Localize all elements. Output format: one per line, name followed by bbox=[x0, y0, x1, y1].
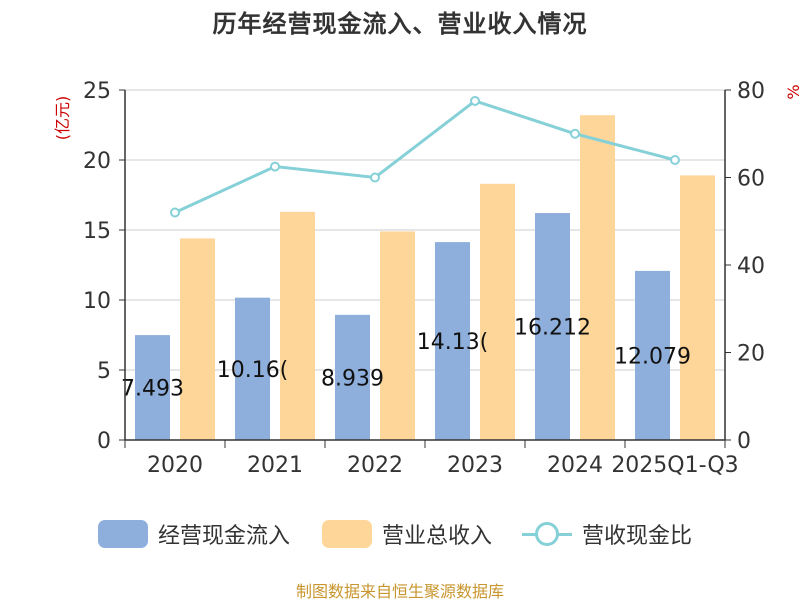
y-left-tick-label: 25 bbox=[83, 79, 111, 104]
x-tick-label: 2021 bbox=[247, 453, 303, 478]
y-right-tick-label: 20 bbox=[737, 342, 765, 367]
bar-revenue bbox=[580, 115, 615, 440]
bar-revenue bbox=[480, 183, 515, 441]
axis-layer: 0 5 10 15 20 25 0 20 40 60 80 (亿元)% 2020 2021 2022 2023… bbox=[53, 79, 800, 478]
y-right-tick-label: 40 bbox=[737, 254, 765, 279]
x-tick-label: 2024 bbox=[547, 453, 603, 478]
x-tick-label: 2023 bbox=[447, 453, 503, 478]
data-label-cash-inflow: 10.16( bbox=[217, 358, 289, 383]
legend-label-ratio: 营收现金比 bbox=[582, 524, 693, 549]
bar-cash-inflow bbox=[235, 297, 270, 440]
legend-label-cash-inflow: 经营现金流入 bbox=[158, 524, 291, 549]
point-ratio bbox=[670, 155, 680, 165]
y-right-tick-label: 0 bbox=[737, 429, 751, 454]
y-right-unit-label: % bbox=[784, 84, 800, 99]
y-right-tick-label: 80 bbox=[737, 79, 765, 104]
source-note: 制图数据来自恒生聚源数据库 bbox=[295, 582, 504, 601]
chart-title: 历年经营现金流入、营业收入情况 bbox=[212, 10, 588, 38]
y-left-tick-label: 0 bbox=[97, 429, 111, 454]
point-ratio bbox=[270, 161, 280, 172]
y-right-tick-label: 60 bbox=[737, 167, 765, 192]
legend-line-ratio bbox=[522, 520, 572, 548]
point-ratio bbox=[170, 207, 180, 218]
line-layer bbox=[170, 95, 680, 218]
legend-item-ratio[interactable]: 营收现金比 bbox=[522, 514, 692, 554]
point-ratio bbox=[470, 95, 480, 106]
legend-item-cash-inflow[interactable]: 经营现金流入 bbox=[98, 514, 290, 554]
legend-item-revenue[interactable]: 营业总收入 bbox=[322, 514, 492, 554]
point-ratio bbox=[370, 172, 380, 183]
y-left-tick-label: 20 bbox=[83, 149, 111, 174]
bar-cash-inflow bbox=[435, 242, 470, 440]
bar-cash-inflow bbox=[635, 270, 670, 440]
data-label-cash-inflow: 7.493 bbox=[121, 377, 184, 402]
line-ratio bbox=[174, 99, 676, 214]
bar-cash-inflow bbox=[135, 335, 170, 440]
point-ratio bbox=[570, 128, 580, 139]
y-left-tick-label: 5 bbox=[97, 359, 111, 384]
y-left-unit-label: (亿元) bbox=[53, 96, 72, 141]
bar-revenue bbox=[380, 231, 415, 440]
bar-cash-inflow bbox=[535, 213, 570, 440]
data-label-cash-inflow: 16.212 bbox=[514, 316, 591, 341]
legend-label-revenue: 营业总收入 bbox=[382, 524, 493, 549]
legend: 经营现金流入 营业总收入 营收现金比 bbox=[0, 514, 800, 554]
data-label-layer: 7.493 10.16( 8.939 14.13( 16.212 12.079 bbox=[121, 316, 691, 402]
y-left-tick-label: 15 bbox=[83, 219, 111, 244]
data-label-cash-inflow: 14.13( bbox=[417, 330, 489, 355]
bar-revenue bbox=[180, 238, 215, 440]
y-left-tick-label: 10 bbox=[83, 289, 111, 314]
legend-swatch-revenue bbox=[322, 520, 372, 548]
x-tick-label: 2022 bbox=[347, 453, 403, 478]
data-label-cash-inflow: 12.079 bbox=[614, 344, 691, 369]
bar-revenue bbox=[680, 175, 715, 440]
bar-cash-inflow bbox=[335, 314, 370, 440]
x-tick-label: 2020 bbox=[147, 453, 203, 478]
legend-swatch-cash-inflow bbox=[98, 520, 148, 548]
data-label-cash-inflow: 8.939 bbox=[321, 366, 384, 391]
bar-layer bbox=[135, 115, 715, 441]
bar-revenue bbox=[280, 211, 315, 440]
x-tick-label: 2025Q1-Q3 bbox=[611, 453, 738, 478]
grid-layer bbox=[125, 89, 725, 371]
